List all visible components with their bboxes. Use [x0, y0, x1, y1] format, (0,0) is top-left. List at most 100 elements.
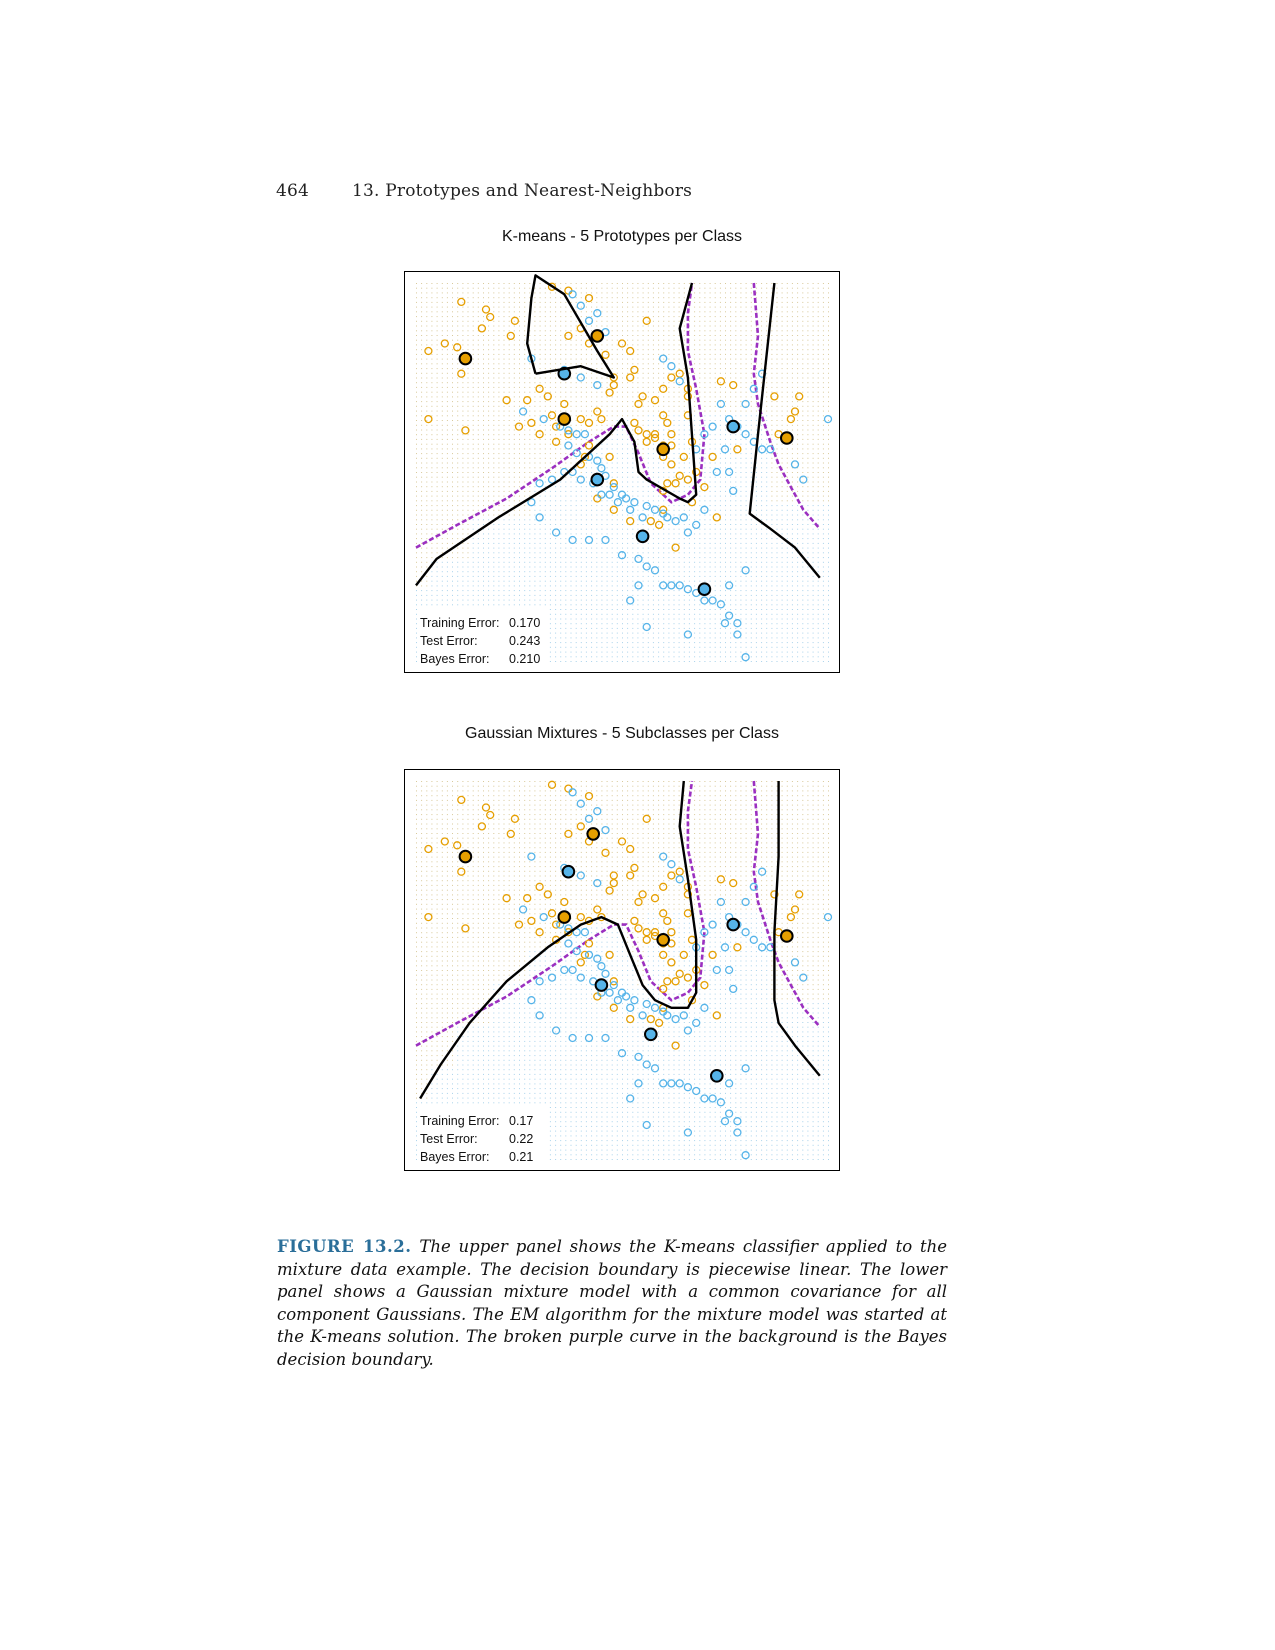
- blue-data-point: [626, 1003, 635, 1012]
- blue-data-point: [630, 996, 639, 1005]
- blue-data-point: [518, 407, 528, 416]
- blue-data-point: [650, 1003, 660, 1012]
- orange-data-point: [601, 350, 610, 359]
- error-stat-value: 0.21: [509, 1150, 533, 1164]
- blue-data-point: [584, 950, 594, 960]
- orange-prototype-marker: [780, 431, 794, 445]
- orange-data-point: [659, 505, 668, 514]
- blue-data-point: [679, 1011, 688, 1020]
- orange-data-point: [609, 505, 618, 514]
- orange-data-point: [551, 422, 561, 431]
- blue-data-point: [708, 596, 717, 605]
- blue-data-point: [617, 551, 627, 560]
- orange-data-point: [535, 882, 544, 891]
- blue-data-point: [659, 581, 668, 590]
- orange-data-point: [461, 924, 470, 933]
- blue-data-point: [741, 430, 750, 439]
- orange-data-point: [597, 414, 606, 424]
- blue-data-point: [683, 585, 693, 594]
- blue-data-point: [683, 528, 693, 537]
- blue-data-point: [642, 1120, 651, 1130]
- orange-data-point: [584, 791, 594, 801]
- blue-data-point: [634, 581, 643, 590]
- blue-data-point: [551, 528, 561, 537]
- orange-prototype-marker: [780, 929, 794, 943]
- blue-data-point: [572, 448, 581, 458]
- orange-data-point: [675, 969, 684, 978]
- blue-data-point: [572, 430, 581, 439]
- blue-data-point: [716, 399, 726, 409]
- blue-data-point: [597, 962, 606, 971]
- blue-data-point: [741, 1151, 750, 1160]
- blue-data-point: [638, 513, 647, 522]
- blue-data-point: [683, 630, 693, 639]
- blue-data-point: [749, 935, 758, 944]
- blue-data-point: [621, 992, 631, 1001]
- blue-data-point: [601, 535, 610, 545]
- page-number: 464: [276, 181, 310, 201]
- orange-data-point: [671, 479, 680, 488]
- orange-data-point: [593, 905, 602, 914]
- blue-prototype-marker: [644, 1027, 658, 1042]
- blue-data-point: [675, 377, 684, 386]
- blue-data-point: [729, 984, 738, 994]
- orange-data-point: [576, 414, 585, 424]
- orange-data-point: [671, 543, 680, 552]
- running-head: 464 13. Prototypes and Nearest-Neighbors: [276, 181, 692, 201]
- blue-data-point: [634, 1079, 643, 1088]
- blue-data-point: [716, 600, 726, 609]
- orange-data-point: [486, 810, 495, 820]
- blue-data-point: [527, 498, 536, 507]
- orange-prototype-marker: [458, 849, 473, 864]
- blue-data-point: [642, 622, 651, 632]
- error-stat-label: Training Error:: [420, 1114, 499, 1128]
- blue-data-point: [708, 920, 717, 929]
- blue-data-point: [601, 825, 610, 835]
- orange-data-point: [547, 411, 557, 420]
- blue-data-point: [593, 807, 602, 816]
- orange-data-point: [716, 377, 726, 386]
- orange-data-point: [547, 909, 557, 918]
- blue-data-point: [700, 596, 709, 605]
- orange-data-point: [663, 418, 672, 428]
- bayes-boundary-curve: [752, 282, 821, 530]
- orange-data-point: [564, 829, 573, 839]
- orange-data-point: [605, 950, 614, 960]
- blue-data-point: [576, 871, 585, 880]
- blue-data-point: [733, 1117, 742, 1126]
- orange-data-point: [453, 841, 462, 850]
- blue-data-point: [659, 852, 668, 861]
- orange-data-point: [523, 894, 532, 903]
- orange-data-point: [663, 479, 672, 488]
- blue-data-point: [650, 1064, 660, 1073]
- orange-data-point: [630, 365, 639, 375]
- blue-data-point: [580, 928, 590, 937]
- orange-data-point: [617, 837, 627, 846]
- blue-data-point: [716, 897, 726, 907]
- orange-data-point: [535, 384, 544, 393]
- blue-data-point: [576, 799, 585, 808]
- orange-data-point: [634, 897, 643, 907]
- blue-data-point: [518, 905, 528, 914]
- blue-data-point: [564, 939, 573, 948]
- orange-data-point: [642, 814, 651, 823]
- blue-data-point: [626, 1094, 635, 1103]
- orange-data-point: [630, 863, 639, 873]
- orange-data-point: [675, 471, 684, 480]
- blue-data-point: [700, 430, 709, 439]
- blue-data-point: [700, 505, 709, 514]
- orange-data-point: [527, 916, 536, 926]
- orange-data-point: [584, 441, 594, 450]
- orange-data-point: [564, 331, 573, 341]
- error-stat-value: 0.210: [509, 652, 540, 666]
- orange-data-point: [626, 844, 635, 854]
- orange-data-point: [514, 920, 524, 929]
- blue-data-point: [535, 1011, 544, 1020]
- blue-data-point: [667, 581, 676, 590]
- orange-data-point: [790, 905, 800, 914]
- blue-data-point: [712, 965, 721, 975]
- orange-data-point: [440, 837, 449, 846]
- orange-data-point: [486, 312, 495, 322]
- orange-data-point: [580, 950, 590, 960]
- orange-data-point: [708, 950, 717, 960]
